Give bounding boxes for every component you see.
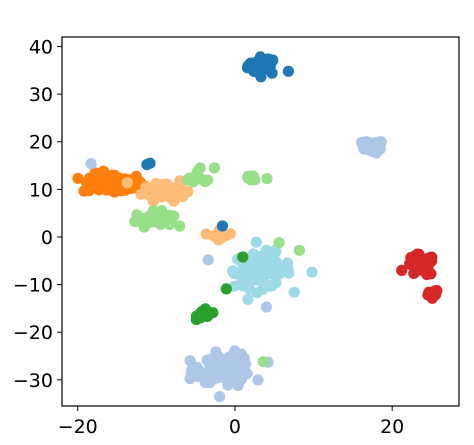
scatter-point (409, 261, 421, 273)
scatter-point (237, 251, 249, 263)
scatter-point (249, 174, 261, 186)
scatter-point (202, 254, 214, 266)
y-tick-label: 20 (29, 132, 53, 154)
scatter-point (168, 195, 180, 207)
scatter-point (164, 209, 176, 221)
x-tick-label: 20 (380, 416, 404, 438)
scatter-point (199, 176, 211, 188)
scatter-point (250, 236, 262, 248)
scatter-point (374, 141, 386, 153)
scatter-point (242, 60, 254, 72)
scatter-point (232, 379, 244, 392)
scatter-point (214, 391, 226, 403)
scatter-point (282, 65, 294, 77)
scatter-point (227, 354, 240, 366)
x-tick-label: 0 (229, 416, 241, 438)
scatter-point (104, 178, 116, 190)
y-tick-label: −30 (13, 370, 53, 392)
scatter-point (420, 265, 433, 277)
scatter-point (227, 265, 239, 277)
scatter-point (424, 251, 437, 263)
scatter-point (93, 184, 105, 196)
scatter-point (242, 293, 254, 305)
scatter-point (288, 286, 300, 298)
scatter-point (270, 269, 282, 282)
scatter-point (208, 162, 220, 174)
plot-frame (61, 36, 460, 407)
y-tick-label: −20 (13, 322, 53, 344)
scatter-point (174, 175, 186, 187)
scatter-point (216, 220, 228, 232)
scatter-point (174, 220, 186, 232)
scatter-point (72, 172, 84, 184)
scatter-point (252, 374, 264, 386)
points-layer (72, 51, 443, 403)
scatter-point (182, 174, 194, 186)
scatter-point (212, 360, 224, 372)
y-tick-label: 0 (41, 227, 53, 249)
scatter-point (167, 182, 179, 194)
scatter-point (220, 283, 232, 295)
scatter-point (261, 172, 273, 185)
scatter-point (257, 356, 269, 368)
scatter-point (144, 157, 156, 169)
scatter-point (260, 301, 272, 313)
scatter-point (261, 61, 273, 73)
axes-layer: −20 0 20 40 30 20 10 0 −10 −20 −30 (13, 36, 460, 438)
scatter-point (129, 215, 141, 227)
scatter-point (222, 379, 234, 391)
scatter-point (92, 174, 104, 186)
scatter-point (273, 237, 285, 249)
scatter-point (218, 230, 230, 242)
scatter-point (191, 366, 203, 378)
scatter-point (236, 366, 248, 378)
scatter-point (121, 177, 133, 189)
scatter-point (210, 346, 222, 358)
scatter-point (259, 277, 271, 289)
y-tick-label: 10 (29, 179, 53, 201)
scatter-point (396, 264, 408, 276)
y-tick-label: 30 (29, 84, 53, 106)
scatter-point (211, 372, 223, 384)
scatter-point (163, 219, 176, 231)
y-tick-label: −10 (13, 275, 53, 297)
scatter-point (147, 216, 159, 228)
y-tick-label: 40 (29, 37, 53, 59)
scatter-point (203, 371, 215, 383)
scatter-point (254, 266, 266, 278)
scatter-point (429, 285, 441, 297)
scatter-point (306, 266, 318, 278)
scatter-point (177, 191, 189, 203)
scatter-point (194, 312, 207, 324)
scatter-point (147, 195, 159, 207)
scatter-point (293, 244, 305, 256)
scatter-point (85, 158, 97, 170)
x-tick-label: −20 (58, 416, 98, 438)
scatter-point (156, 191, 168, 203)
